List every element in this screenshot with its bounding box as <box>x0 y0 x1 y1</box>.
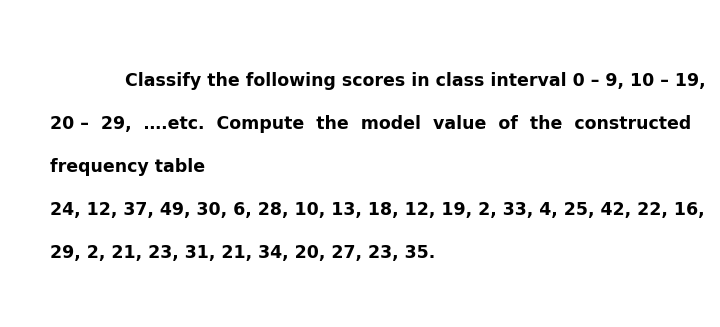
Text: frequency table: frequency table <box>50 158 205 176</box>
Text: 29, 2, 21, 23, 31, 21, 34, 20, 27, 23, 35.: 29, 2, 21, 23, 31, 21, 34, 20, 27, 23, 3… <box>50 244 436 262</box>
Text: Classify the following scores in class interval 0 – 9, 10 – 19,: Classify the following scores in class i… <box>125 72 706 90</box>
Text: 24, 12, 37, 49, 30, 6, 28, 10, 13, 18, 12, 19, 2, 33, 4, 25, 42, 22, 16,: 24, 12, 37, 49, 30, 6, 28, 10, 13, 18, 1… <box>50 201 705 219</box>
Text: 20 –  29,  ….etc.  Compute  the  model  value  of  the  constructed: 20 – 29, ….etc. Compute the model value … <box>50 115 691 133</box>
